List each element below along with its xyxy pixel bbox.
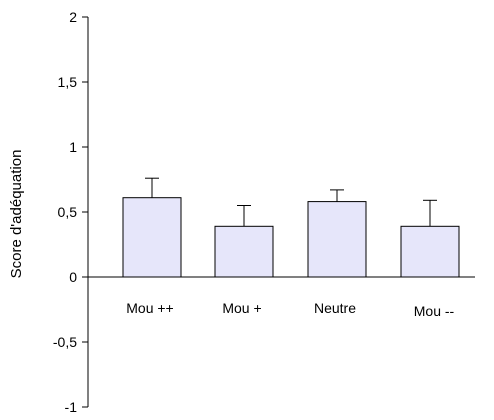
- bars: [122, 197, 460, 278]
- bar: [122, 197, 182, 278]
- y-tick-label: 2: [69, 9, 77, 25]
- y-tick-label: -1: [65, 399, 78, 415]
- x-category-label: Mou --: [414, 303, 455, 319]
- bar: [400, 225, 460, 278]
- y-tick-label: 1,5: [58, 74, 78, 90]
- x-category-label: Neutre: [314, 300, 356, 316]
- y-tick-label: -0,5: [53, 334, 77, 350]
- y-axis-ticks: -1 -0,5 0 0,5 1 1,5 2: [53, 9, 88, 415]
- y-tick-label: 1: [69, 139, 77, 155]
- y-axis-title: Score d'adéquation: [8, 150, 25, 279]
- error-bars: [145, 177, 437, 227]
- x-axis-labels: Mou ++ Mou + Neutre Mou --: [126, 300, 454, 319]
- bar: [214, 225, 274, 278]
- x-category-label: Mou +: [222, 300, 261, 316]
- y-tick-label: 0: [69, 269, 77, 285]
- bar: [307, 201, 367, 278]
- x-category-label: Mou ++: [126, 300, 173, 316]
- y-tick-label: 0,5: [58, 204, 78, 220]
